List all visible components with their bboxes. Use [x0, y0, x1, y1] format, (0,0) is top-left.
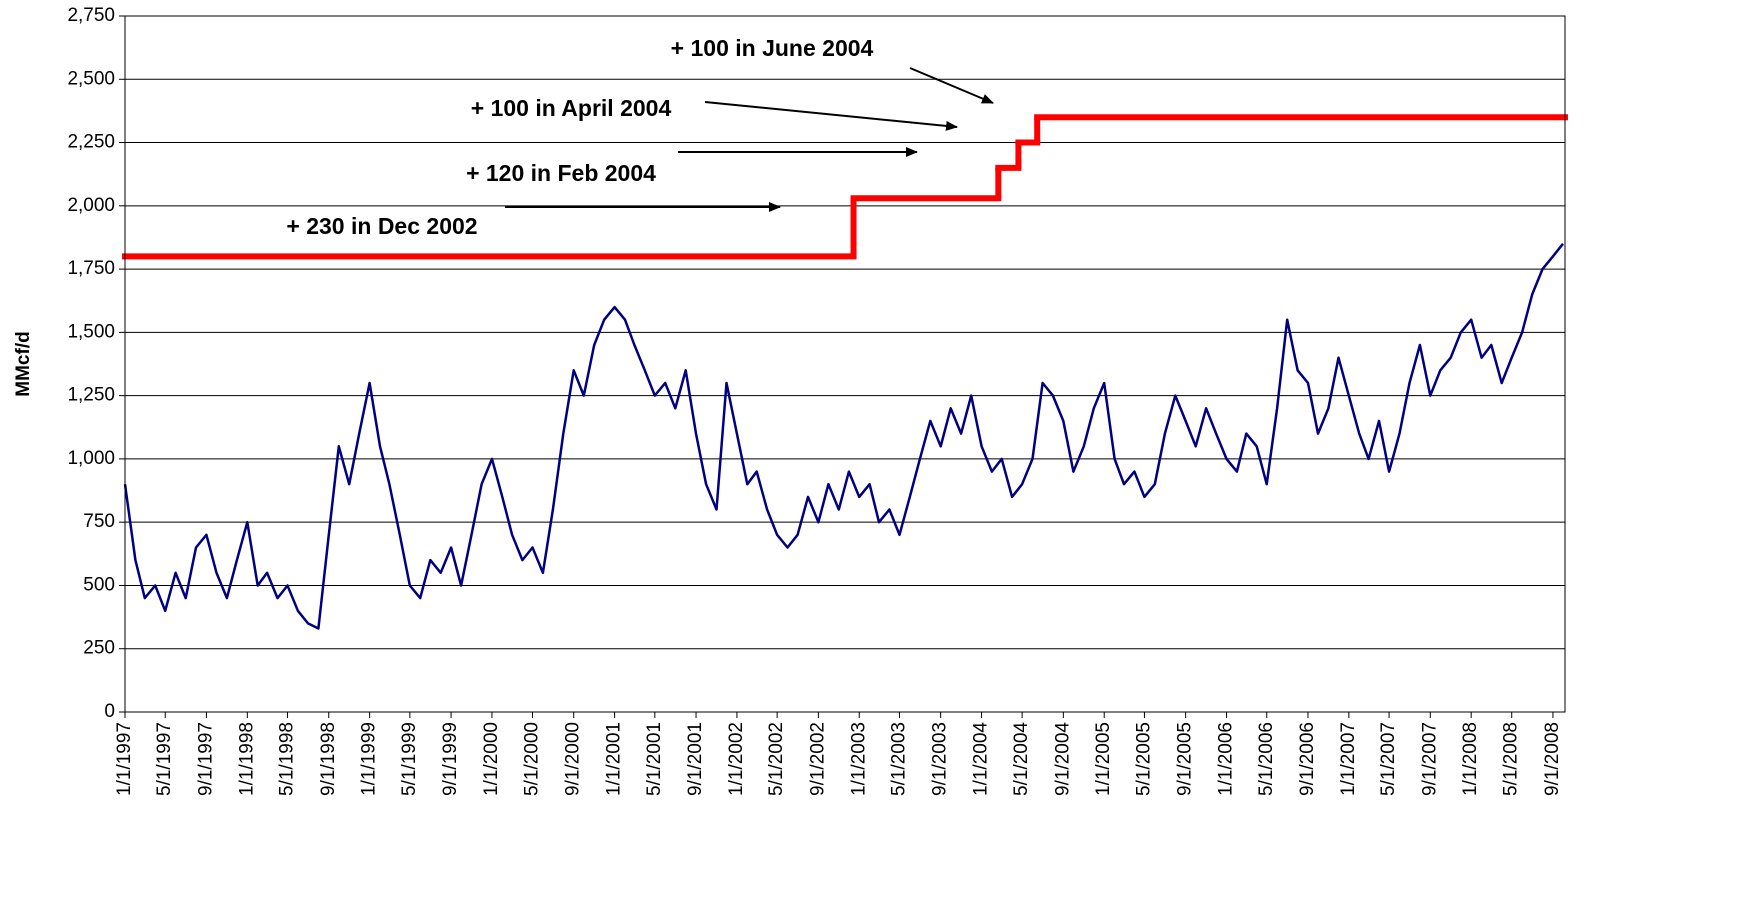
grid: [119, 15, 1565, 718]
x-tick-label: 9/1/1997: [195, 722, 216, 796]
y-tick-label: 2,750: [67, 5, 115, 26]
x-tick-label: 9/1/1999: [440, 722, 461, 796]
flow-line: [123, 243, 1564, 630]
y-tick-label: 0: [104, 701, 115, 722]
x-tick-label: 9/1/2008: [1542, 722, 1563, 796]
x-tick-label: 1/1/2001: [604, 722, 625, 796]
y-axis-title: MMcf/d: [13, 331, 34, 396]
y-tick-label: 2,000: [67, 195, 115, 216]
x-tick-label: 1/1/2002: [726, 722, 747, 796]
plot-frame: [124, 15, 1566, 713]
annotation: + 120 in Feb 2004: [466, 160, 656, 186]
x-tick-label: 5/1/2000: [522, 722, 543, 796]
annotation-arrows: [505, 67, 994, 212]
x-tick-label: 9/1/2003: [930, 722, 951, 796]
y-tick-label: 500: [83, 574, 115, 595]
x-tick-label: 1/1/2007: [1338, 722, 1359, 796]
x-tick-label: 5/1/1998: [277, 722, 298, 796]
x-tick-label: 1/1/2000: [481, 722, 502, 796]
y-tick-label: 2,250: [67, 132, 115, 153]
y-tick-label: 2,500: [67, 68, 115, 89]
annotation: + 100 in April 2004: [471, 95, 672, 121]
x-tick-label: 9/1/2001: [685, 722, 706, 796]
x-tick-label: 9/1/2002: [807, 722, 828, 796]
plot: [122, 114, 1568, 630]
x-tick-label: 1/1/2003: [848, 722, 869, 796]
y-tick-label: 1,250: [67, 385, 115, 406]
x-tick-label: 9/1/2005: [1175, 722, 1196, 796]
y-tick-label: 1,000: [67, 448, 115, 469]
x-tick-label: 5/1/2006: [1256, 722, 1277, 796]
x-tick-label: 5/1/2005: [1133, 722, 1154, 796]
y-tick-label: 250: [83, 638, 115, 659]
x-tick-label: 5/1/2007: [1378, 722, 1399, 796]
x-tick-label: 9/1/2004: [1052, 722, 1073, 796]
x-tick-label: 1/1/1997: [114, 722, 135, 796]
x-tick-label: 5/1/2001: [644, 722, 665, 796]
x-tick-label: 5/1/2003: [888, 722, 909, 796]
arrow: [909, 67, 994, 104]
x-tick-label: 1/1/2005: [1093, 722, 1114, 796]
y-tick-label: 750: [83, 511, 115, 532]
x-tick-label: 5/1/1997: [154, 722, 175, 796]
x-tick-label: 1/1/1999: [359, 722, 380, 796]
x-tick-label: 9/1/2006: [1297, 722, 1318, 796]
x-tick-label: 9/1/1998: [318, 722, 339, 796]
y-tick-label: 1,500: [67, 321, 115, 342]
x-tick-label: 5/1/2008: [1501, 722, 1522, 796]
x-tick-label: 9/1/2007: [1419, 722, 1440, 796]
annotation: + 230 in Dec 2002: [286, 213, 477, 239]
x-tick-label: 1/1/2006: [1216, 722, 1237, 796]
annotation: + 100 in June 2004: [671, 35, 874, 61]
x-tick-label: 1/1/2008: [1460, 722, 1481, 796]
x-tick-label: 1/1/2004: [971, 722, 992, 796]
arrow: [704, 101, 958, 131]
y-tick-label: 1,750: [67, 258, 115, 279]
x-tick-label: 9/1/2000: [563, 722, 584, 796]
x-tick-label: 5/1/2002: [766, 722, 787, 796]
x-tick-label: 5/1/1999: [399, 722, 420, 796]
x-tick-label: 1/1/1998: [236, 722, 257, 796]
x-tick-label: 5/1/2004: [1011, 722, 1032, 796]
